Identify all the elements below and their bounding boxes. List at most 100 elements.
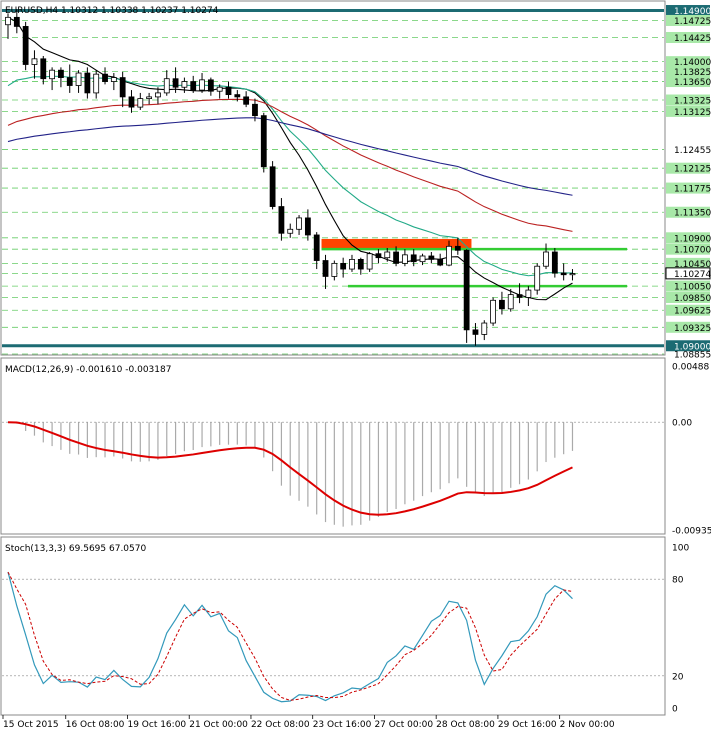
- price-tick-label: 1.13325: [674, 97, 711, 107]
- stoch-signal-line: [7, 571, 573, 701]
- price-label-box: [666, 304, 710, 316]
- candle-body: [393, 251, 399, 264]
- price-tick-label: 1.10900: [674, 234, 711, 244]
- candle-body: [5, 16, 11, 26]
- price-pane: [0, 0, 666, 356]
- candle-body: [428, 255, 435, 260]
- ma-fast-line: [7, 16, 573, 301]
- price-label-box: [666, 291, 710, 303]
- candle-body: [322, 260, 329, 277]
- price-tick-label: 1.13825: [674, 68, 711, 78]
- candle-body: [366, 253, 373, 270]
- price-tick-label: 1.12455: [674, 146, 711, 156]
- candle-body: [410, 254, 417, 263]
- candle-body: [534, 265, 541, 291]
- candle-body: [437, 258, 444, 266]
- price-tick-label: 1.09625: [674, 307, 711, 317]
- candle-body: [287, 228, 294, 234]
- price-label-box: [666, 182, 710, 194]
- time-label: 15 Oct 2015: [3, 720, 59, 730]
- price-tick-label: 1.11350: [674, 209, 711, 219]
- candle-body: [454, 245, 461, 251]
- candle-body: [278, 206, 285, 234]
- price-tick-label: 1.10050: [674, 283, 711, 293]
- ma-slow-line: [7, 98, 573, 232]
- candle-body: [58, 69, 64, 78]
- price-label-box: [665, 267, 711, 280]
- price-tick-label: 1.08855: [674, 351, 711, 361]
- price-label-box: [666, 340, 710, 352]
- time-label: 16 Oct 08:00: [66, 720, 125, 730]
- candle-body: [110, 77, 117, 82]
- candle-body: [490, 299, 497, 324]
- price-label-box: [666, 94, 710, 106]
- price-label-box: [666, 5, 710, 17]
- price-label-box: [666, 56, 710, 68]
- candle-body: [31, 58, 38, 65]
- candle-body: [172, 78, 179, 88]
- candle-body: [481, 322, 488, 335]
- candle-body: [40, 58, 47, 80]
- candle-body: [401, 254, 408, 264]
- stoch-main-line: [7, 571, 573, 703]
- candle-body: [331, 262, 338, 277]
- price-tick-label: 1.12125: [674, 165, 711, 175]
- price-tick-label: 1.10450: [674, 260, 711, 270]
- candle-body: [181, 81, 188, 88]
- time-label: 21 Oct 00:00: [189, 720, 248, 730]
- ma-mid-line: [7, 75, 573, 277]
- stoch-title: Stoch(13,3,3) 69.5695 67.0570: [5, 544, 146, 554]
- price-label-box: [666, 280, 710, 292]
- candle-body: [463, 249, 470, 331]
- candle-body: [49, 69, 55, 80]
- stoch-tick-label: 80: [672, 576, 684, 586]
- candle-body: [357, 258, 364, 270]
- price-label-box: [666, 32, 710, 44]
- candle-body: [560, 272, 567, 276]
- stoch-tick-label: 0: [672, 705, 678, 715]
- macd-tick-label: -0.009357: [672, 527, 711, 537]
- candle-body: [146, 96, 153, 99]
- price-label-box: [666, 243, 710, 255]
- candle-body: [349, 258, 355, 270]
- candle-body: [252, 103, 258, 117]
- candle-body: [569, 273, 576, 276]
- candle-body: [207, 79, 214, 92]
- stoch-tick-label: 20: [672, 672, 684, 682]
- candle-body: [216, 86, 223, 92]
- price-tick-label: 1.14900: [674, 7, 711, 17]
- macd-tick-label: 0.00: [672, 419, 692, 429]
- candle-body: [199, 79, 205, 91]
- candle-body: [234, 94, 241, 98]
- macd-tick-label: 0.00488: [672, 363, 709, 373]
- time-label: 29 Oct 16:00: [498, 720, 557, 730]
- price-label-box: [666, 206, 710, 218]
- candle-body: [190, 81, 197, 91]
- ma-long-line: [7, 117, 573, 196]
- price-label-box: [666, 257, 710, 269]
- price-tick-label: 1.10274: [674, 270, 711, 280]
- time-label: 23 Oct 16:00: [313, 720, 372, 730]
- time-label: 27 Oct 00:00: [374, 720, 433, 730]
- price-label-box: [666, 232, 710, 244]
- candle-body: [499, 299, 505, 310]
- price-tick-label: 1.09850: [674, 294, 711, 304]
- candle-body: [84, 72, 91, 94]
- candle-body: [119, 77, 126, 98]
- price-tick-label: 1.14725: [674, 17, 711, 27]
- candle-body: [296, 217, 302, 230]
- time-label: 2 Nov 00:00: [560, 720, 615, 730]
- candle-body: [384, 251, 391, 259]
- candle-body: [163, 78, 170, 94]
- price-chart-title: EURUSD,H4 1.10312 1.10338 1.10237 1.1027…: [5, 6, 219, 16]
- candle-body: [260, 115, 267, 168]
- candle-body: [340, 262, 347, 270]
- candle-body: [525, 289, 532, 298]
- candle-body: [22, 26, 29, 65]
- macd-pane: [0, 357, 666, 535]
- candle-body: [516, 294, 523, 298]
- stoch-pane: [0, 536, 666, 716]
- price-tick-label: 1.14425: [674, 34, 711, 44]
- price-label-box: [666, 66, 710, 78]
